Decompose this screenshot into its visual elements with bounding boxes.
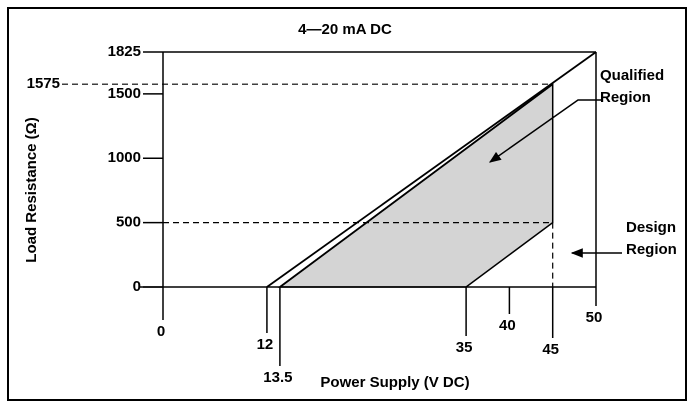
x-tick-label: 50 bbox=[586, 309, 603, 326]
annotation: Design bbox=[626, 219, 676, 236]
boundary-line bbox=[266, 51, 597, 288]
y-tick-label: 1825 bbox=[108, 43, 141, 60]
x-tick-label: 35 bbox=[456, 339, 473, 356]
y-tick-label: 0 bbox=[133, 278, 141, 295]
annotation: Region bbox=[626, 241, 677, 258]
boundary-line bbox=[279, 83, 554, 288]
frame bbox=[7, 7, 687, 401]
x-tick-label: 40 bbox=[499, 317, 516, 334]
annotation: Qualified bbox=[600, 67, 664, 84]
y-tick-label: 500 bbox=[116, 214, 141, 231]
annotation-arrow bbox=[489, 99, 602, 163]
x-tick-label: 12 bbox=[257, 336, 274, 353]
y-tick-label: 1500 bbox=[108, 85, 141, 102]
y-tick-label: 1000 bbox=[108, 149, 141, 166]
y-axis-label: Load Resistance (Ω) bbox=[23, 117, 40, 262]
x-tick-label: 13.5 bbox=[263, 369, 292, 386]
x-tick-label: 45 bbox=[542, 341, 559, 358]
x-tick-label: 0 bbox=[157, 323, 165, 340]
reference-label: 1575 bbox=[27, 75, 60, 92]
chart-title: 4—20 mA DC bbox=[298, 21, 392, 38]
annotation: Region bbox=[600, 89, 651, 106]
x-axis-label: Power Supply (V DC) bbox=[320, 374, 469, 391]
